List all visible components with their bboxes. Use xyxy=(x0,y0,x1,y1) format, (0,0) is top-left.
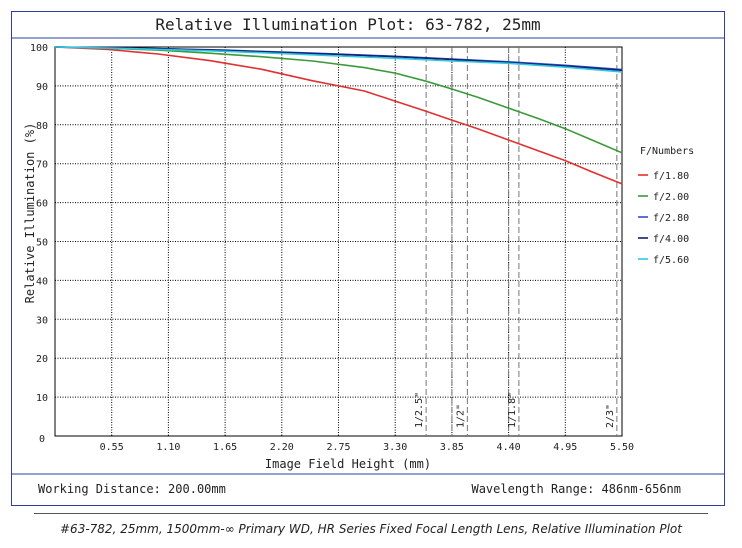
x-tick-label: 3.30 xyxy=(383,442,407,453)
y-tick-label: 20 xyxy=(36,354,48,365)
plot-area-border xyxy=(54,46,623,437)
x-tick-label: 3.85 xyxy=(440,442,464,453)
origin-tick-label: 0 xyxy=(39,434,45,445)
y-tick-label: 90 xyxy=(36,82,48,93)
sensor-marker-label: 1/2.5" xyxy=(414,392,425,428)
wavelength-range-label: Wavelength Range: 486nm-656nm xyxy=(471,482,681,496)
sensor-marker-label: 1/2" xyxy=(455,404,466,428)
y-axis-label: Relative Illumination (%) xyxy=(23,123,37,304)
x-tick-label: 2.20 xyxy=(270,442,294,453)
x-tick-label: 2.75 xyxy=(326,442,350,453)
legend-label: f/5.60 xyxy=(653,255,689,266)
chart-frame xyxy=(11,11,725,506)
y-tick-label: 70 xyxy=(36,160,48,171)
y-tick-label: 40 xyxy=(36,276,48,287)
x-tick-label: 4.40 xyxy=(497,442,521,453)
working-distance-label: Working Distance: 200.00mm xyxy=(38,482,226,496)
legend-label: f/2.80 xyxy=(653,213,689,224)
x-tick-label: 1.65 xyxy=(213,442,237,453)
legend-label: f/4.00 xyxy=(653,234,689,245)
x-tick-label: 5.50 xyxy=(610,442,634,453)
y-tick-label: 80 xyxy=(36,121,48,132)
sensor-marker-label: 1/1.8" xyxy=(507,392,518,428)
legend-label: f/2.00 xyxy=(653,192,689,203)
sensor-marker-label: 2/3" xyxy=(605,404,616,428)
x-tick-label: 1.10 xyxy=(156,442,180,453)
y-tick-label: 10 xyxy=(36,393,48,404)
y-tick-label: 60 xyxy=(36,199,48,210)
series-line-f-1-80 xyxy=(54,46,623,185)
series-line-f-2-00 xyxy=(54,46,623,154)
chart-title: Relative Illumination Plot: 63-782, 25mm xyxy=(155,15,540,34)
y-tick-label: 50 xyxy=(36,238,48,249)
x-axis-label: Image Field Height (mm) xyxy=(265,457,431,471)
x-tick-label: 4.95 xyxy=(553,442,577,453)
figure-caption: #63-782, 25mm, 1500mm-∞ Primary WD, HR S… xyxy=(60,522,682,536)
legend-title: F/Numbers xyxy=(640,146,694,157)
series-line-f-5-60 xyxy=(54,46,623,73)
caption-divider xyxy=(34,513,708,514)
y-tick-label: 100 xyxy=(30,43,48,54)
x-tick-label: 0.55 xyxy=(100,442,124,453)
legend-label: f/1.80 xyxy=(653,171,689,182)
y-tick-label: 30 xyxy=(36,315,48,326)
